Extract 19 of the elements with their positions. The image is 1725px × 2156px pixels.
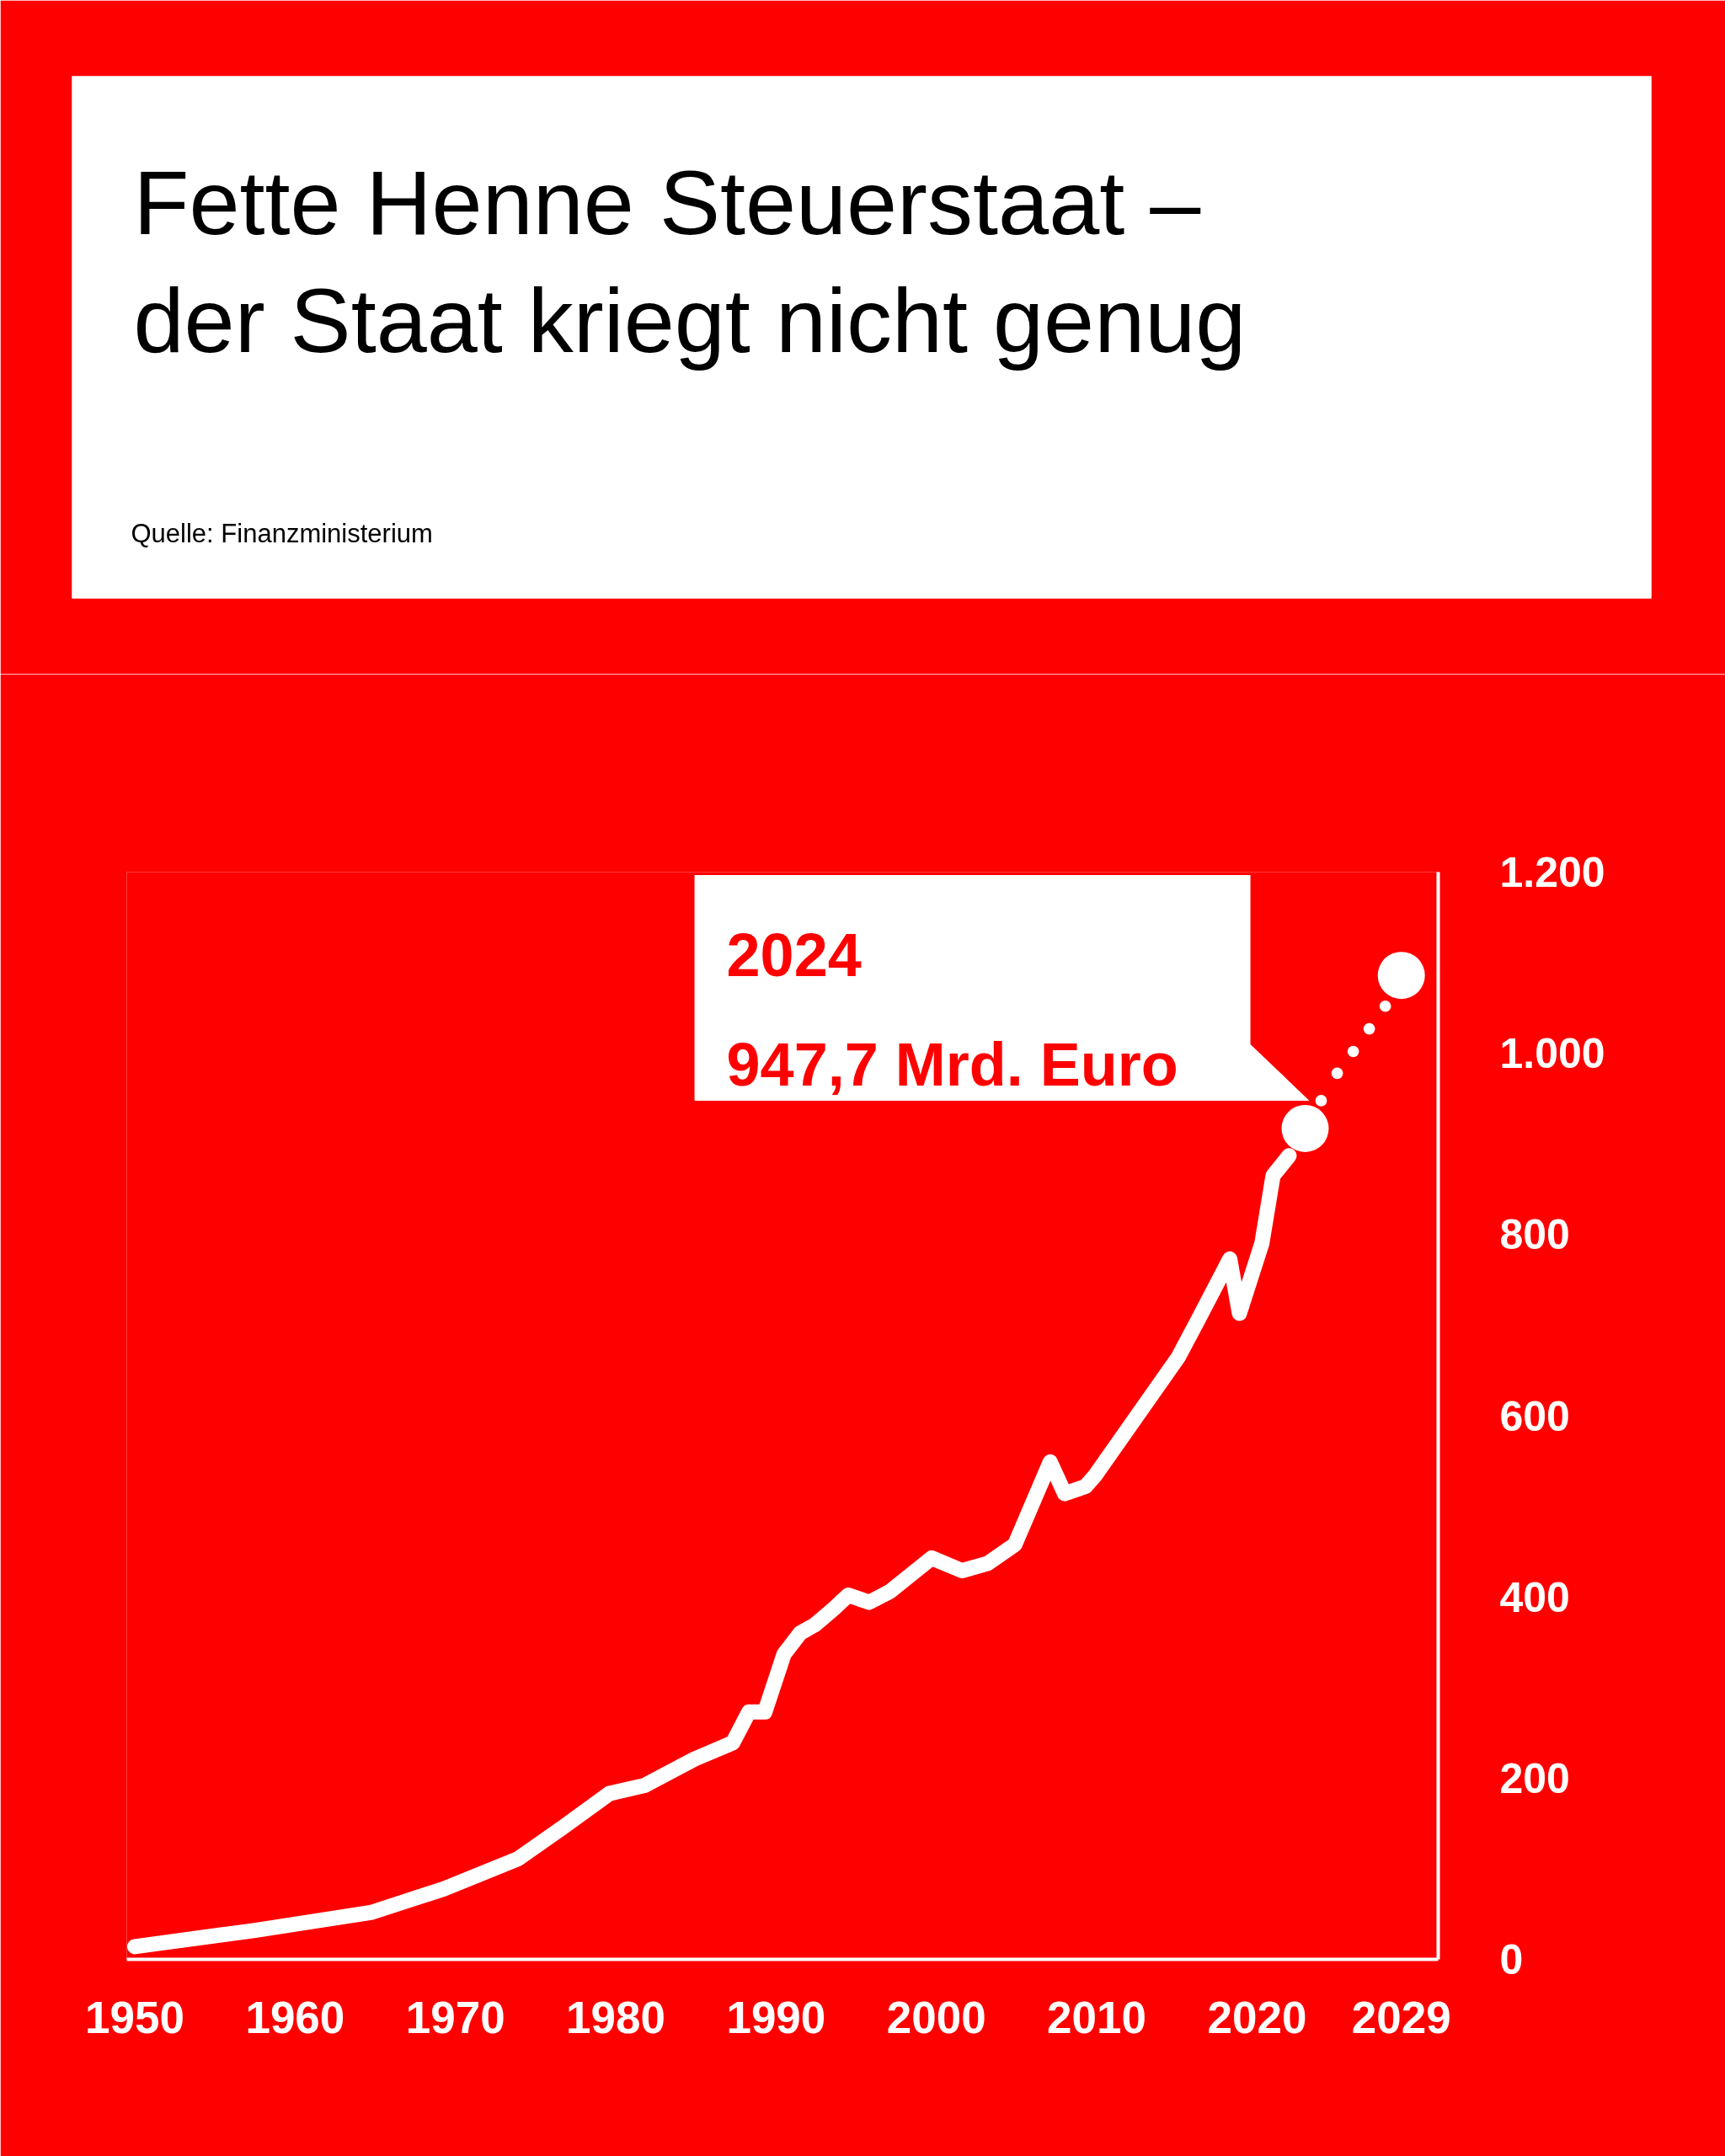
- x-tick-label: 2029: [1351, 1992, 1451, 2042]
- y-tick-label: 1.200: [1499, 849, 1605, 896]
- x-tick-label: 2010: [1047, 1992, 1147, 2042]
- x-tick-label: 2000: [886, 1992, 986, 2042]
- y-tick-label: 1.000: [1499, 1030, 1605, 1078]
- source-note: Quelle: Finanzministerium: [131, 519, 433, 548]
- y-tick-label: 200: [1499, 1754, 1570, 1802]
- y-tick-label: 400: [1499, 1573, 1570, 1621]
- annotation: 2024 947,7 Mrd. Euro: [726, 921, 1178, 1098]
- chart-title: Fette Henne Steuerstaat – der Staat kriegt nicht genug: [133, 152, 1247, 371]
- x-tick-label: 1960: [245, 1992, 345, 2042]
- x-tick-label: 1990: [726, 1992, 826, 2042]
- y-tick-label: 600: [1499, 1392, 1570, 1440]
- x-tick-label: 1980: [566, 1992, 665, 2042]
- x-tick-label: 1950: [85, 1992, 184, 2042]
- x-tick-label: 1970: [405, 1992, 505, 2042]
- x-tick-label: 2020: [1207, 1992, 1307, 2042]
- y-tick-label: 800: [1499, 1211, 1570, 1259]
- y-tick-label: 0: [1499, 1936, 1524, 1983]
